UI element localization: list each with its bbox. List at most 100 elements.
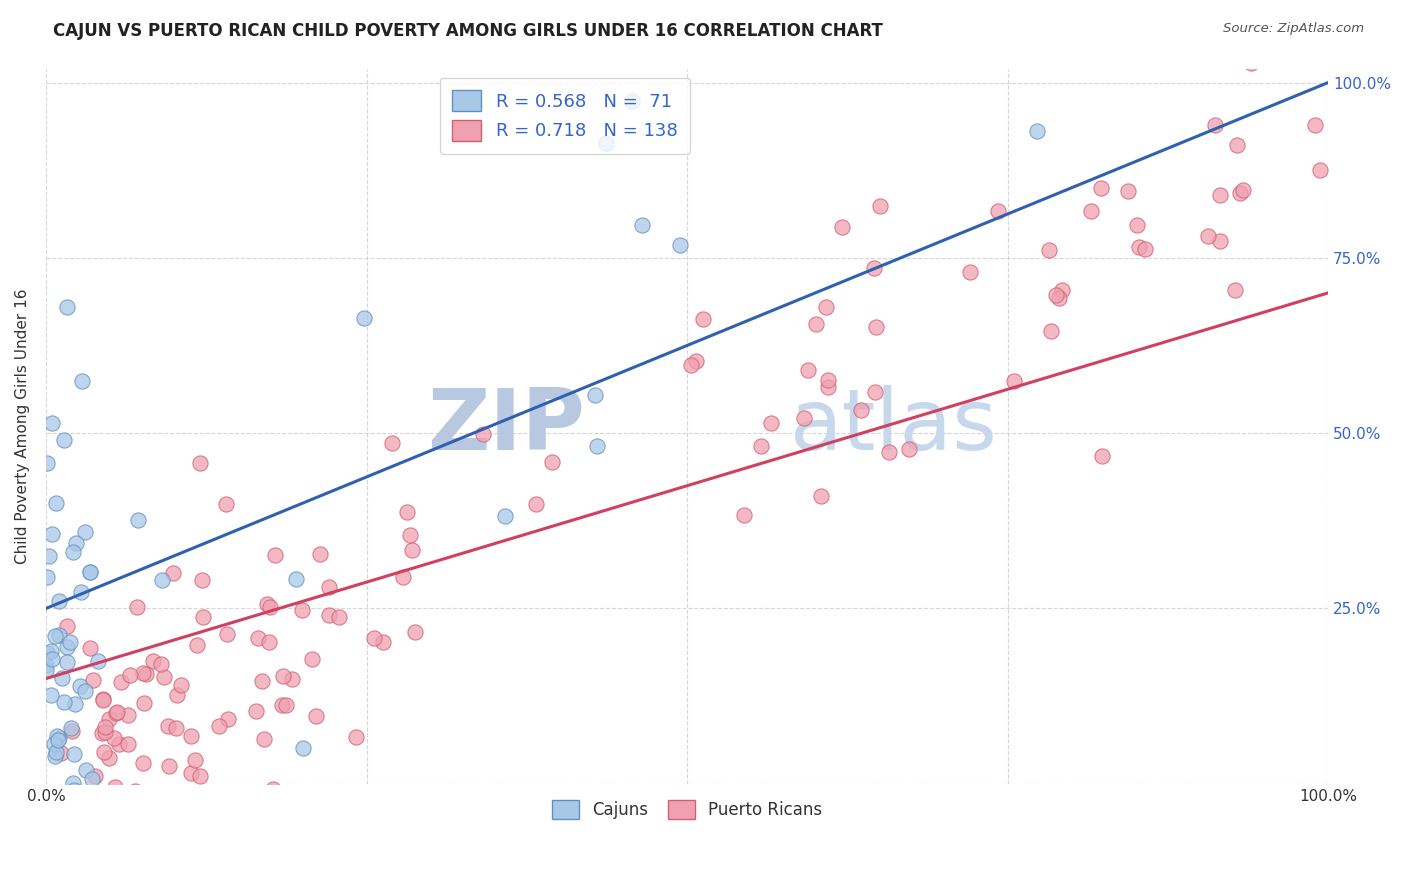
Point [1039, 324, 1062, 338]
Point [190, 573, 212, 587]
Point [831, 220, 853, 235]
Point [104, 706, 127, 720]
Point [41, 652, 63, 666]
Point [1080, 204, 1102, 219]
Point [65, 812, 87, 826]
Point [44, 799, 66, 814]
Point [49, 746, 72, 760]
Point [97, 751, 120, 765]
Point [256, 597, 278, 611]
Point [305, 709, 328, 723]
Point [127, 600, 149, 615]
Point [1002, 374, 1025, 388]
Point [79, 566, 101, 580]
Point [959, 265, 981, 279]
Point [63, 697, 86, 711]
Point [73, 524, 96, 539]
Point [79, 640, 101, 655]
Point [124, 784, 146, 798]
Point [1204, 118, 1226, 132]
Point [291, 602, 314, 616]
Point [37, 570, 59, 584]
Point [215, 497, 238, 511]
Text: atlas: atlas [790, 384, 998, 467]
Point [70, 585, 93, 599]
Point [59, 635, 82, 649]
Point [35, 812, 58, 826]
Point [48, 806, 70, 821]
Point [157, 719, 180, 733]
Point [806, 317, 828, 331]
Point [186, 638, 208, 652]
Point [91, 693, 114, 707]
Point [70, 374, 93, 388]
Point [685, 353, 707, 368]
Point [37, 456, 59, 470]
Point [862, 261, 884, 276]
Point [38, 549, 60, 564]
Point [55, 640, 77, 654]
Point [1182, 40, 1205, 54]
Point [62, 544, 84, 558]
Point [59, 721, 82, 735]
Point [308, 547, 330, 561]
Point [1197, 40, 1219, 54]
Point [166, 688, 188, 702]
Point [541, 455, 564, 469]
Point [191, 610, 214, 624]
Point [183, 753, 205, 767]
Point [111, 812, 134, 826]
Point [1125, 219, 1147, 233]
Point [865, 320, 887, 334]
Point [1133, 242, 1156, 256]
Point [817, 373, 839, 387]
Point [274, 698, 297, 712]
Point [56, 619, 79, 633]
Point [1209, 187, 1232, 202]
Point [132, 665, 155, 680]
Point [93, 720, 115, 734]
Point [141, 654, 163, 668]
Point [53, 695, 76, 709]
Point [284, 572, 307, 586]
Point [252, 673, 274, 688]
Point [1226, 138, 1249, 153]
Point [1038, 244, 1060, 258]
Point [153, 670, 176, 684]
Point [749, 439, 772, 453]
Point [869, 199, 891, 213]
Point [63, 783, 86, 797]
Point [127, 513, 149, 527]
Point [1090, 181, 1112, 195]
Point [52, 433, 75, 447]
Point [1303, 119, 1326, 133]
Point [217, 712, 239, 726]
Point [153, 812, 176, 826]
Point [1047, 291, 1070, 305]
Point [170, 678, 193, 692]
Point [75, 683, 97, 698]
Point [271, 698, 294, 712]
Point [621, 94, 644, 108]
Y-axis label: Child Poverty Among Girls Under 16: Child Poverty Among Girls Under 16 [15, 288, 30, 564]
Point [48, 731, 70, 746]
Point [44, 629, 66, 643]
Point [75, 764, 97, 778]
Point [257, 634, 280, 648]
Point [180, 729, 202, 743]
Point [188, 456, 211, 470]
Point [245, 704, 267, 718]
Point [849, 403, 872, 417]
Point [395, 505, 418, 519]
Point [524, 497, 547, 511]
Point [35, 663, 58, 677]
Point [793, 410, 815, 425]
Point [46, 733, 69, 747]
Point [363, 632, 385, 646]
Point [86, 812, 108, 826]
Point [41, 644, 63, 658]
Point [494, 508, 516, 523]
Point [82, 673, 104, 687]
Point [162, 566, 184, 580]
Point [472, 426, 495, 441]
